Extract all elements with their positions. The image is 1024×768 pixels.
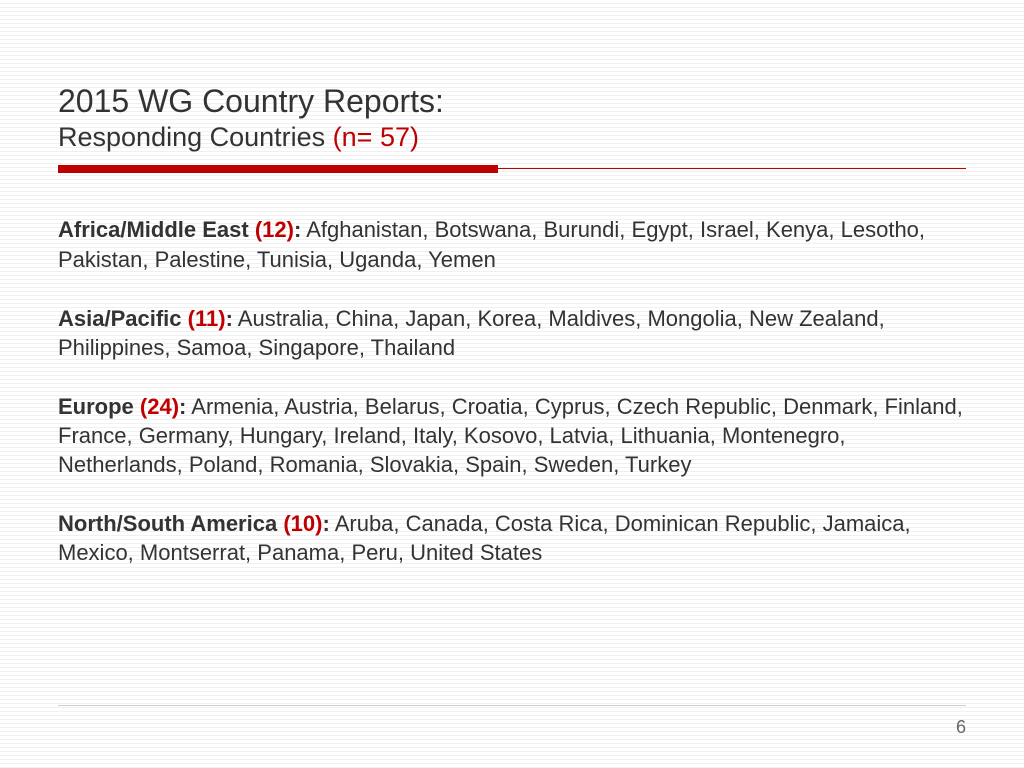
region-block: Asia/Pacific (11): Australia, China, Jap… xyxy=(58,304,966,362)
region-count: (24) xyxy=(140,394,179,419)
subtitle-count: (n= 57) xyxy=(333,122,419,152)
subtitle-prefix: Responding Countries xyxy=(58,122,333,152)
region-count: (11) xyxy=(188,306,226,331)
region-countries: Australia, China, Japan, Korea, Maldives… xyxy=(58,306,885,360)
rule-thick xyxy=(58,165,498,173)
region-block: Europe (24): Armenia, Austria, Belarus, … xyxy=(58,392,966,479)
title-line1: 2015 WG Country Reports: xyxy=(58,82,966,120)
title-rule xyxy=(58,165,966,173)
region-count: (12) xyxy=(255,217,294,242)
colon: : xyxy=(226,306,233,331)
region-name: North/South America xyxy=(58,511,277,536)
body-text: Africa/Middle East (12): Afghanistan, Bo… xyxy=(58,215,966,566)
colon: : xyxy=(322,511,329,536)
colon: : xyxy=(179,394,186,419)
region-block: Africa/Middle East (12): Afghanistan, Bo… xyxy=(58,215,966,273)
region-name: Asia/Pacific xyxy=(58,306,182,331)
region-block: North/South America (10): Aruba, Canada,… xyxy=(58,509,966,567)
slide: 2015 WG Country Reports: Responding Coun… xyxy=(0,0,1024,768)
region-countries: Armenia, Austria, Belarus, Croatia, Cypr… xyxy=(58,394,963,477)
colon: : xyxy=(294,217,301,242)
bottom-rule xyxy=(58,705,966,706)
region-name: Africa/Middle East xyxy=(58,217,249,242)
region-name: Europe xyxy=(58,394,134,419)
title-line2: Responding Countries (n= 57) xyxy=(58,120,966,155)
title-block: 2015 WG Country Reports: Responding Coun… xyxy=(58,82,966,155)
page-number: 6 xyxy=(956,717,966,738)
region-count: (10) xyxy=(283,511,322,536)
